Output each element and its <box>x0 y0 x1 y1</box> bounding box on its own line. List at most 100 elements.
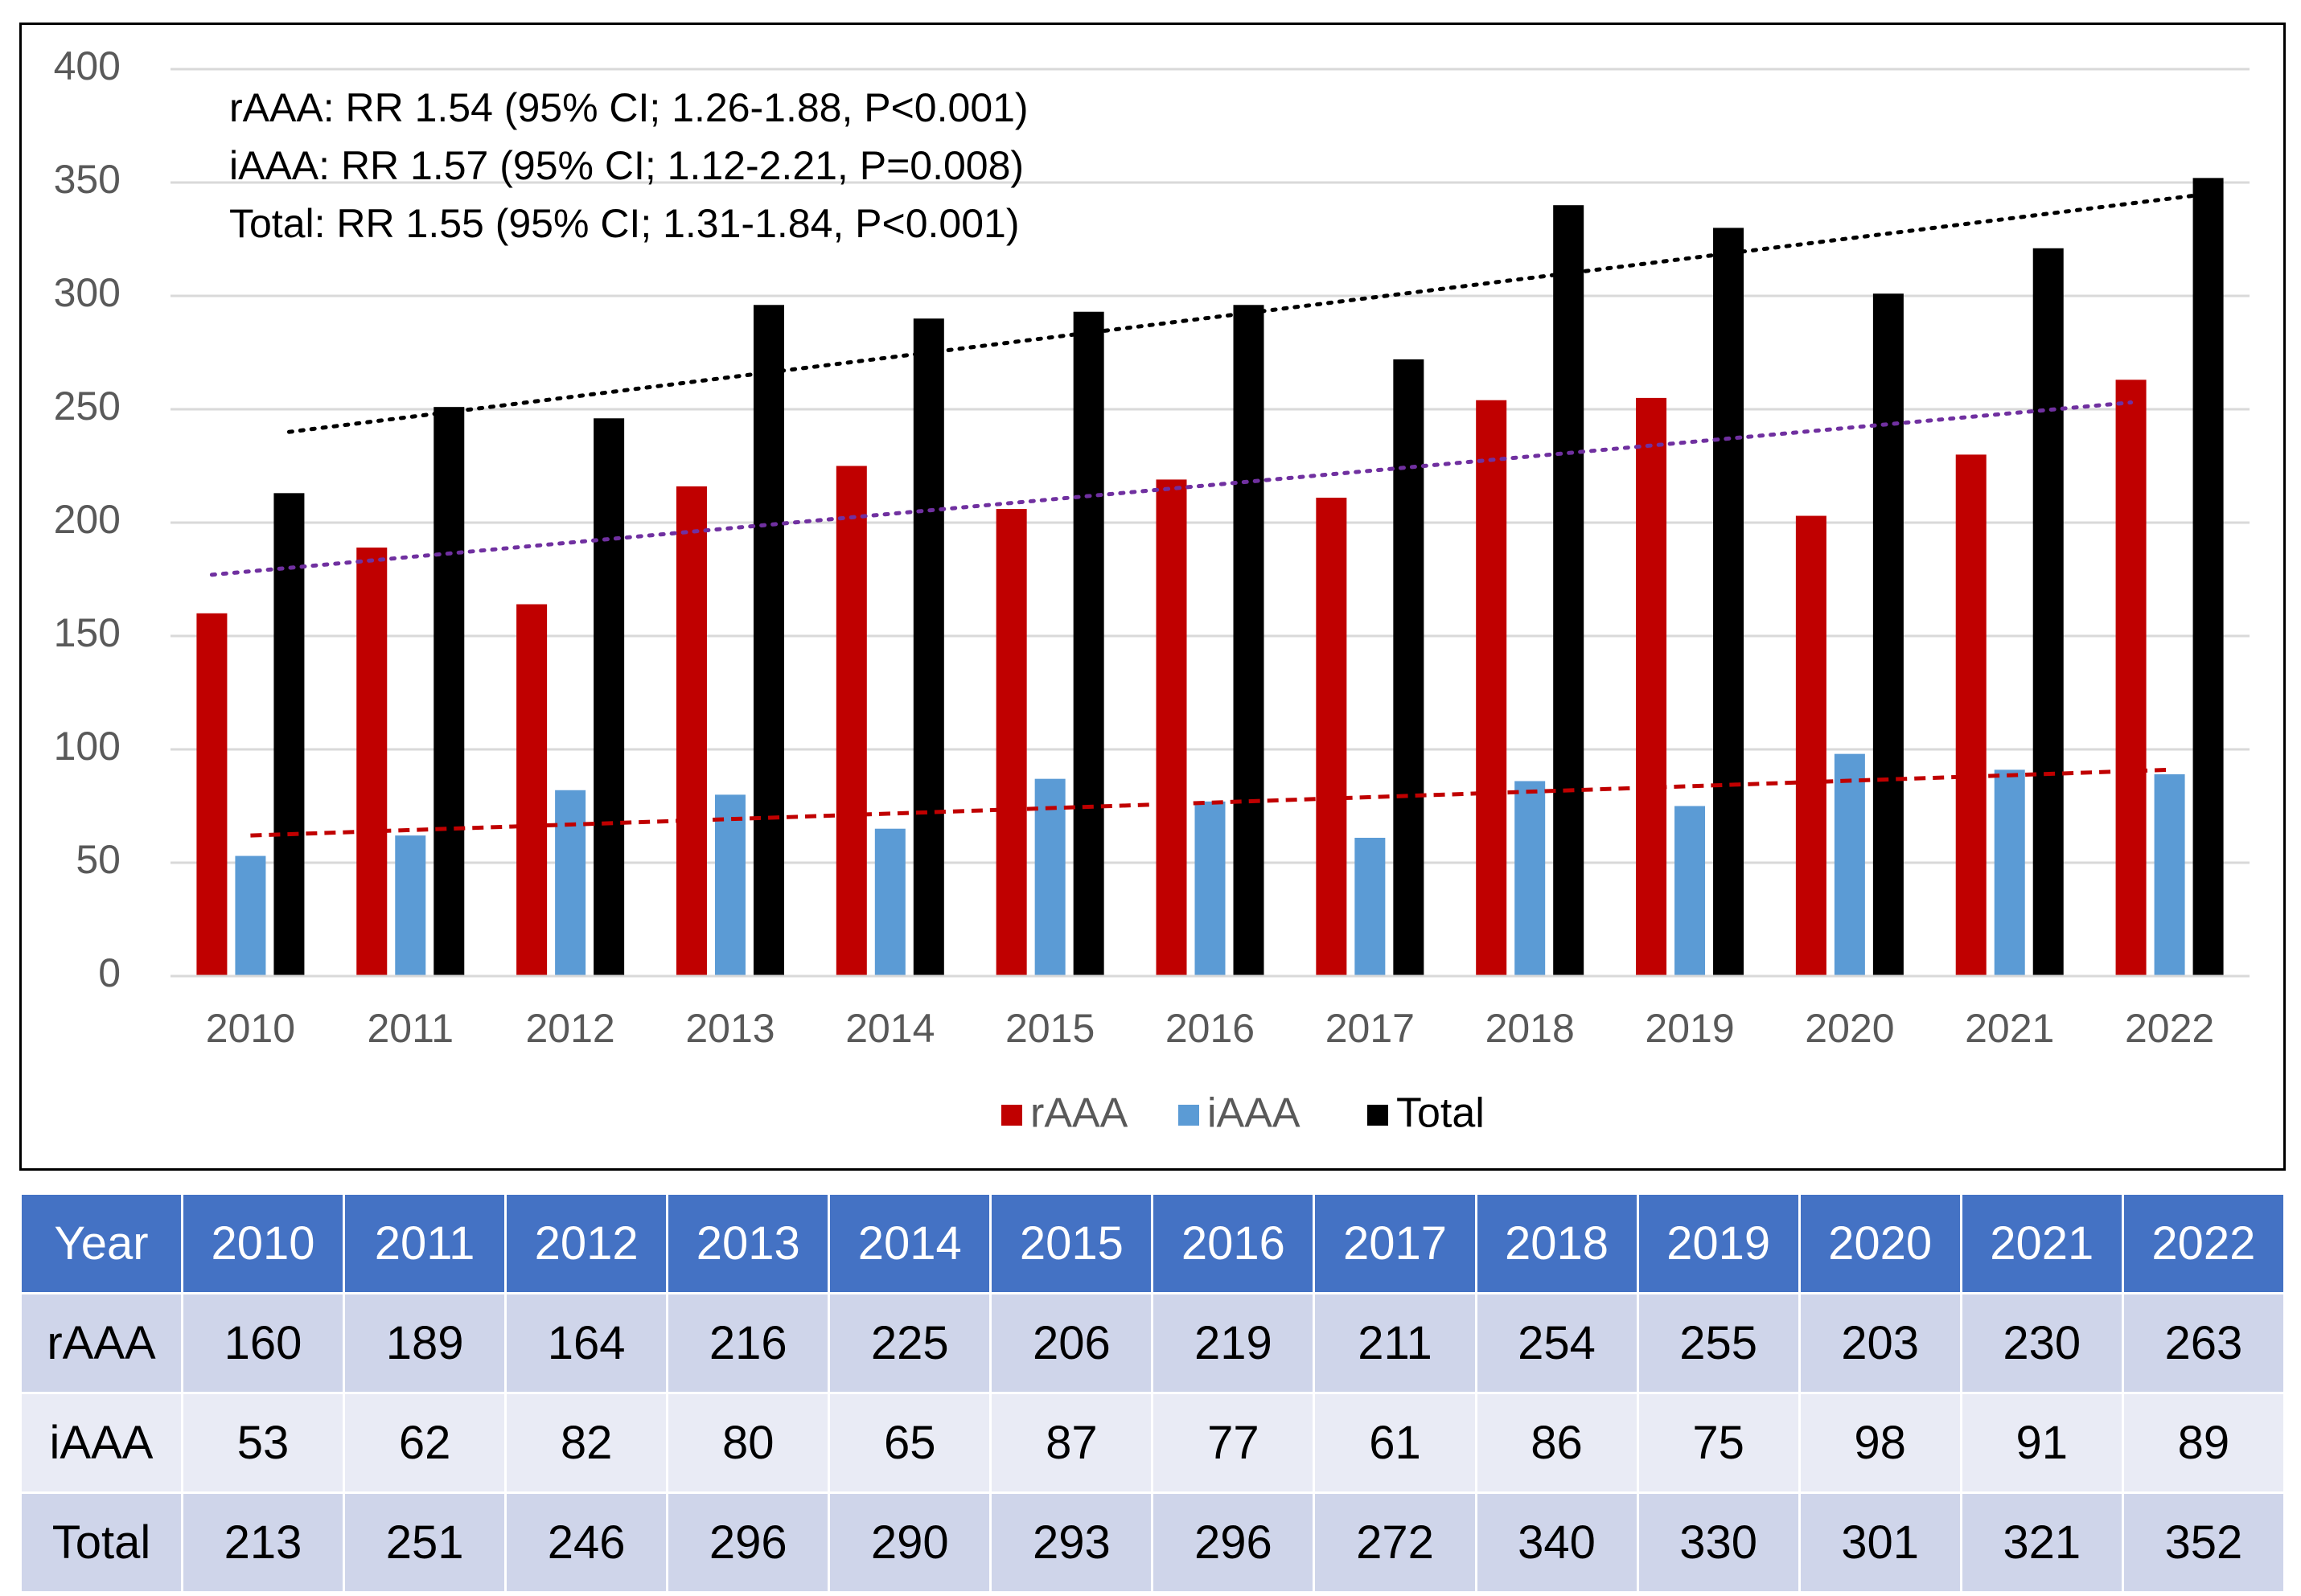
table-cell: 290 <box>828 1491 992 1594</box>
x-tick-label: 2011 <box>368 1006 454 1051</box>
annotation-text: rAAA: RR 1.54 (95% CI; 1.26-1.88, P<0.00… <box>229 85 1029 130</box>
bar-iaaa <box>395 835 426 976</box>
bar-chart: 0 50 100 150 200 250 300 350 400 2010 2011 2012 2013… <box>54 43 2250 1137</box>
table-cell: 301 <box>1798 1491 1962 1594</box>
y-tick-label: 150 <box>54 610 121 655</box>
table-cell: 251 <box>343 1491 507 1594</box>
bar-raaa <box>996 509 1027 976</box>
bar-raaa <box>1476 400 1507 977</box>
table-cell: 213 <box>180 1491 346 1594</box>
x-tick-label: 2021 <box>1965 1006 2054 1051</box>
chart-frame <box>19 23 2286 1171</box>
trendline-iaaa <box>250 767 2170 838</box>
header-year: 2015 <box>989 1192 1154 1294</box>
table-header-row: Year 2010 2011 2012 2013 2014 2015 2016 … <box>19 1192 2287 1294</box>
table-cell: 321 <box>1959 1491 2124 1594</box>
table-cell: 263 <box>2121 1292 2287 1394</box>
x-tick-label: 2013 <box>685 1006 775 1051</box>
y-tick-label: 200 <box>54 497 121 542</box>
table-cell: 80 <box>666 1392 831 1494</box>
bar-total <box>913 318 944 976</box>
table-cell: 89 <box>2121 1392 2287 1494</box>
table-cell: 75 <box>1636 1392 1801 1494</box>
table-row-iaaa: iAAA 53 62 82 80 65 87 77 61 86 75 98 91… <box>19 1392 2287 1494</box>
table-cell: 293 <box>989 1491 1154 1594</box>
table-cell: 77 <box>1151 1392 1316 1494</box>
x-tick-label: 2020 <box>1805 1006 1894 1051</box>
table-cell: 98 <box>1798 1392 1962 1494</box>
header-year: 2011 <box>343 1192 507 1294</box>
bar-raaa <box>1156 479 1187 976</box>
bar-raaa <box>836 466 867 976</box>
bar-iaaa <box>1994 769 2025 976</box>
bar-raaa <box>516 604 548 976</box>
x-tick-label: 2014 <box>845 1006 935 1051</box>
bar-total <box>2032 248 2064 976</box>
y-tick-label: 400 <box>54 43 121 88</box>
table-cell: 53 <box>180 1392 346 1494</box>
table-cell: 65 <box>828 1392 992 1494</box>
table-cell: 164 <box>504 1292 669 1394</box>
y-tick-label: 250 <box>54 384 121 429</box>
table-row-raaa: rAAA 160 189 164 216 225 206 219 211 254… <box>19 1292 2287 1394</box>
x-tick-label: 2012 <box>525 1006 614 1051</box>
row-label: rAAA <box>19 1292 183 1394</box>
table-cell: 61 <box>1313 1392 1477 1494</box>
bar-total <box>2192 178 2224 977</box>
table-cell: 352 <box>2121 1491 2287 1594</box>
bar-iaaa <box>1834 753 1865 976</box>
legend-swatch-total <box>1367 1105 1388 1126</box>
legend-swatch-iaaa <box>1178 1105 1199 1126</box>
table-cell: 272 <box>1313 1491 1477 1594</box>
x-tick-label: 2010 <box>206 1006 295 1051</box>
table-cell: 87 <box>989 1392 1154 1494</box>
header-year: 2016 <box>1151 1192 1316 1294</box>
bar-iaaa <box>1674 806 1706 976</box>
bar-total <box>753 305 784 976</box>
table-row-total: Total 213 251 246 296 290 293 296 272 34… <box>19 1491 2287 1594</box>
table-cell: 230 <box>1959 1292 2124 1394</box>
header-year: 2019 <box>1636 1192 1801 1294</box>
y-tick-label: 100 <box>54 724 121 769</box>
y-tick-label: 0 <box>98 950 121 995</box>
bar-raaa <box>1795 515 1826 976</box>
bar-iaaa <box>1194 801 1226 976</box>
row-label: iAAA <box>19 1392 183 1494</box>
bar-iaaa <box>1354 837 1386 976</box>
x-tick-label: 2015 <box>1005 1006 1095 1051</box>
table-cell: 206 <box>989 1292 1154 1394</box>
x-tick-label: 2017 <box>1325 1006 1415 1051</box>
table-cell: 340 <box>1474 1491 1639 1594</box>
table-cell: 254 <box>1474 1292 1639 1394</box>
bar-iaaa <box>235 855 266 976</box>
bar-total <box>1073 311 1104 976</box>
legend-label-iaaa: iAAA <box>1207 1090 1300 1137</box>
legend-label-total: Total <box>1396 1090 1485 1137</box>
header-year: 2021 <box>1959 1192 2124 1294</box>
table-cell: 219 <box>1151 1292 1316 1394</box>
y-tick-label: 350 <box>54 157 121 202</box>
trendline-total <box>286 191 2211 434</box>
table-cell: 296 <box>1151 1491 1316 1594</box>
header-year: 2018 <box>1474 1192 1639 1294</box>
annotation-text: iAAA: RR 1.57 (95% CI; 1.12-2.21, P=0.00… <box>229 143 1024 188</box>
bar-raaa <box>356 548 388 976</box>
bar-total <box>1233 305 1264 976</box>
x-tick-label: 2019 <box>1645 1006 1734 1051</box>
bar-total <box>1713 228 1744 976</box>
bar-raaa <box>1636 397 1667 976</box>
header-year: 2013 <box>666 1192 831 1294</box>
table-cell: 225 <box>828 1292 992 1394</box>
table-cell: 86 <box>1474 1392 1639 1494</box>
bar-iaaa <box>1034 778 1066 976</box>
bar-total <box>433 407 465 976</box>
legend-label-raaa: rAAA <box>1030 1090 1128 1137</box>
table-cell: 211 <box>1313 1292 1477 1394</box>
header-year: 2022 <box>2121 1192 2287 1294</box>
table-cell: 189 <box>343 1292 507 1394</box>
bar-iaaa <box>2154 774 2185 976</box>
table-cell: 62 <box>343 1392 507 1494</box>
table-cell: 330 <box>1636 1491 1801 1594</box>
table-cell: 160 <box>180 1292 346 1394</box>
bar-raaa <box>1316 497 1347 976</box>
